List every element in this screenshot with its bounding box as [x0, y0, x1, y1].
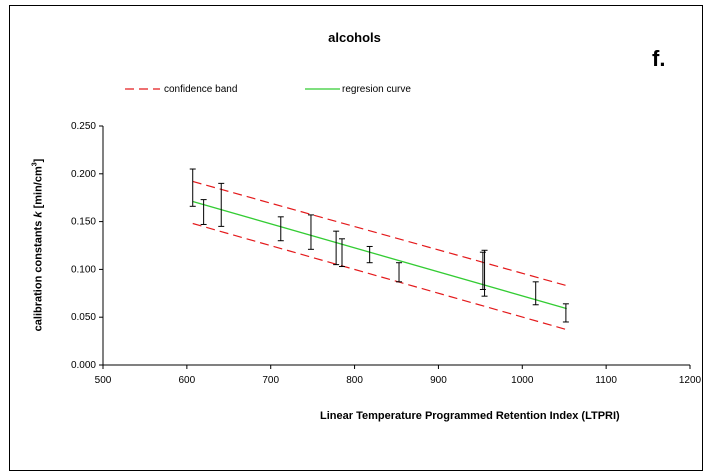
confidence-band-upper-line	[192, 180, 567, 287]
x-tick-label: 900	[430, 375, 447, 386]
legend-label-regression-curve: regresion curve	[342, 84, 411, 95]
x-axis-label: Linear Temperature Programmed Retention …	[320, 410, 620, 422]
y-tick-label: 0.100	[71, 264, 96, 275]
y-tick-label: 0.200	[71, 169, 96, 180]
legend-label-confidence-band: confidence band	[164, 84, 238, 95]
y-tick-label: 0.150	[71, 217, 96, 228]
chart-frame	[9, 5, 703, 471]
x-tick-label: 500	[95, 375, 112, 386]
y-tick-label: 0.050	[71, 312, 96, 323]
x-tick-label: 1100	[595, 375, 617, 386]
x-tick-label: 700	[262, 375, 279, 386]
y-tick-label: 0.000	[71, 360, 96, 371]
x-tick-label: 800	[346, 375, 363, 386]
panel-label: f.	[652, 46, 666, 71]
x-tick-label: 600	[179, 375, 196, 386]
chart-title: alcohols	[328, 30, 381, 45]
regression-curve-line	[192, 200, 567, 310]
y-tick-label: 0.250	[71, 121, 96, 132]
confidence-band-lower-line	[192, 222, 567, 331]
x-tick-label: 1200	[679, 375, 702, 386]
x-tick-label: 1000	[511, 375, 534, 386]
